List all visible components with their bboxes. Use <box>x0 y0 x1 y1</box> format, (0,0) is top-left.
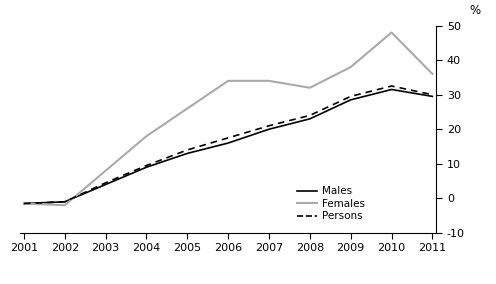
Persons <box>307 114 313 117</box>
Persons <box>225 136 231 139</box>
Line: Persons: Persons <box>24 86 433 204</box>
Females <box>21 202 27 205</box>
Males <box>185 152 190 155</box>
Persons <box>348 95 354 98</box>
Persons <box>266 124 272 128</box>
Males <box>348 98 354 102</box>
Males <box>21 202 27 205</box>
Females <box>430 72 435 76</box>
Females <box>143 134 149 138</box>
Males <box>430 95 435 98</box>
Persons <box>62 200 68 203</box>
Line: Females: Females <box>24 32 433 205</box>
Females <box>388 31 394 34</box>
Males <box>62 200 68 203</box>
Persons <box>430 93 435 96</box>
Females <box>185 107 190 110</box>
Persons <box>103 181 109 185</box>
Males <box>103 183 109 186</box>
Males <box>388 88 394 91</box>
Females <box>62 204 68 207</box>
Females <box>225 79 231 83</box>
Text: %: % <box>470 4 481 17</box>
Line: Males: Males <box>24 89 433 204</box>
Females <box>348 65 354 69</box>
Males <box>143 166 149 169</box>
Females <box>266 79 272 83</box>
Persons <box>21 202 27 205</box>
Persons <box>143 164 149 167</box>
Persons <box>185 148 190 152</box>
Females <box>307 86 313 89</box>
Males <box>266 128 272 131</box>
Males <box>225 141 231 145</box>
Females <box>103 169 109 172</box>
Males <box>307 117 313 120</box>
Persons <box>388 84 394 88</box>
Legend: Males, Females, Persons: Males, Females, Persons <box>297 186 365 222</box>
